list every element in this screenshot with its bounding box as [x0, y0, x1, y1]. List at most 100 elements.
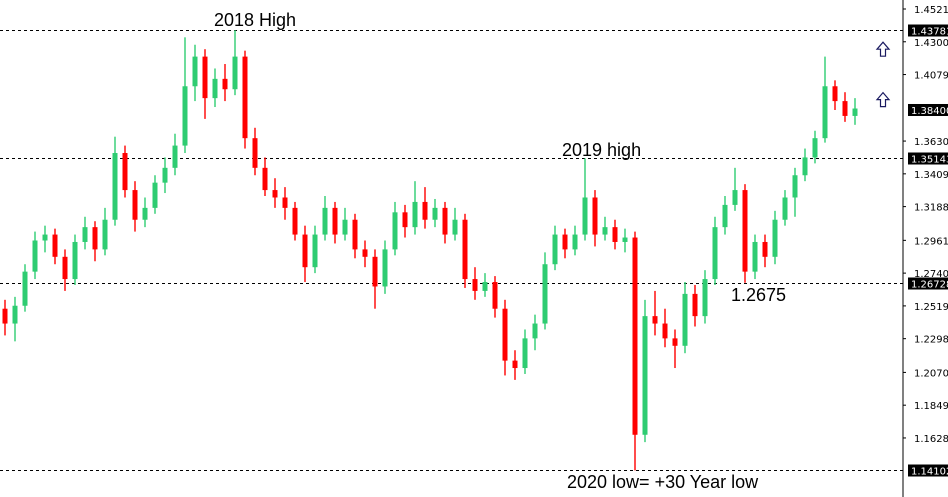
y-tick-label: 1.34095 — [914, 170, 948, 181]
candle-down — [252, 138, 258, 168]
candle-up — [532, 323, 538, 339]
candle-down — [52, 234, 58, 257]
candle-up — [32, 240, 38, 272]
candle-up — [342, 219, 348, 235]
candle-up — [12, 305, 18, 324]
candle-down — [272, 190, 278, 198]
current-price-label-bg — [908, 103, 948, 116]
candle-down — [742, 190, 748, 272]
candle-up — [682, 293, 688, 346]
annotation-label: 2019 high — [562, 140, 641, 160]
candle-down — [662, 323, 668, 339]
level-label-bg — [908, 24, 948, 37]
candle-down — [352, 219, 358, 250]
price-axis: 1.45210 1.43000 1.40790 1.36305 1.34095 1.318… — [902, 0, 948, 497]
level-label-bg — [908, 277, 948, 290]
candle-down — [372, 256, 378, 287]
candle-up — [182, 86, 188, 146]
candle-up — [712, 227, 718, 280]
candle-up — [172, 145, 178, 168]
candle-down — [262, 167, 268, 191]
y-tick-label: 1.40790 — [914, 71, 948, 82]
candle-down — [202, 56, 208, 99]
candle-down — [222, 78, 228, 90]
candle-down — [562, 234, 568, 250]
candle-down — [422, 201, 428, 220]
candle-down — [472, 279, 478, 291]
candle-up — [522, 338, 528, 369]
candle-up — [152, 182, 158, 208]
level-label-bg — [908, 152, 948, 165]
candle-up — [732, 190, 738, 205]
candle-up — [822, 86, 828, 139]
candle-down — [632, 237, 638, 435]
candle-up — [382, 249, 388, 287]
candle-down — [612, 227, 618, 242]
candle-up — [782, 197, 788, 220]
y-tick-label: 1.31885 — [914, 203, 948, 214]
candle-down — [442, 207, 448, 235]
candle-up — [452, 219, 458, 235]
candle-up — [582, 197, 588, 235]
candle-up — [192, 56, 198, 87]
candle-up — [622, 237, 628, 242]
candles — [2, 30, 858, 471]
up-arrow-icon — [875, 41, 891, 57]
level-label: 1.14102 — [911, 467, 948, 478]
candle-up — [102, 219, 108, 250]
candle-up — [392, 212, 398, 250]
candle-up — [412, 201, 418, 228]
candle-down — [62, 256, 68, 280]
candle-up — [482, 282, 488, 291]
candle-down — [282, 197, 288, 208]
level-label-bg — [908, 464, 948, 477]
y-tick-label: 1.16285 — [914, 434, 948, 445]
up-arrow-icon — [875, 91, 891, 108]
candle-down — [832, 86, 838, 102]
y-tick-label: 1.22980 — [914, 335, 948, 346]
y-tick-label: 1.18495 — [914, 401, 948, 412]
candle-down — [842, 101, 848, 116]
annotation-label: 2018 High — [214, 10, 296, 30]
candle-down — [652, 316, 658, 324]
y-tick-label: 1.43000 — [914, 38, 948, 49]
level-label: 1.26728 — [911, 280, 948, 291]
candle-down — [292, 207, 298, 235]
y-tick-label: 1.20705 — [914, 368, 948, 379]
candle-down — [2, 308, 8, 324]
y-tick-label: 1.36305 — [914, 137, 948, 148]
candle-up — [852, 108, 858, 116]
annotations: 2018 High 2019 high 1.2675 2020 low= +30 Ye… — [214, 10, 891, 492]
current-price-label: 1.38400 — [911, 106, 948, 117]
candle-up — [722, 204, 728, 228]
candle-up — [602, 227, 608, 235]
candle-down — [512, 360, 518, 369]
candle-up — [42, 234, 48, 241]
candle-up — [802, 157, 808, 176]
candle-up — [112, 152, 118, 220]
candle-down — [402, 212, 408, 228]
candle-up — [142, 207, 148, 220]
level-lines — [0, 30, 903, 471]
candle-up — [162, 167, 168, 183]
candle-down — [672, 338, 678, 346]
candle-down — [502, 308, 508, 361]
candle-up — [752, 241, 758, 272]
candle-up — [212, 78, 218, 99]
candle-up — [312, 234, 318, 268]
annotation-label: 2020 low= +30 Year low — [567, 472, 759, 492]
candle-up — [642, 316, 648, 435]
candle-up — [542, 264, 548, 324]
candle-up — [322, 207, 328, 235]
candle-up — [572, 234, 578, 250]
candle-down — [332, 207, 338, 235]
candle-up — [82, 227, 88, 242]
candle-down — [362, 249, 368, 257]
candle-up — [812, 138, 818, 158]
y-tick-label: 1.29610 — [914, 236, 948, 247]
candle-down — [592, 197, 598, 235]
y-tick-label: 1.27400 — [914, 269, 948, 280]
candle-up — [232, 56, 238, 90]
